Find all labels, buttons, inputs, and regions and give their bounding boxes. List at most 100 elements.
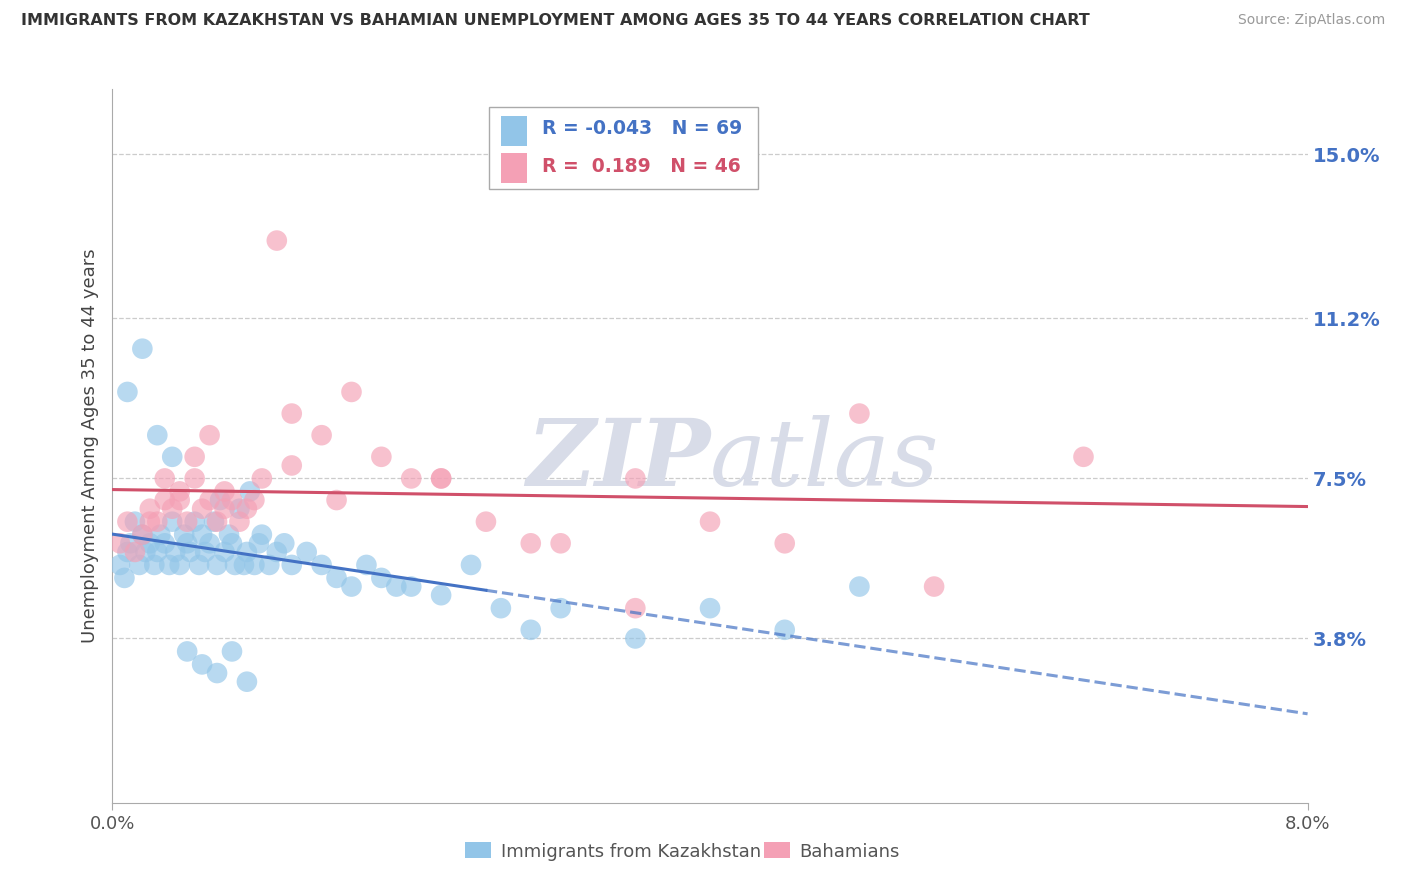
Text: Source: ZipAtlas.com: Source: ZipAtlas.com (1237, 13, 1385, 28)
Point (191, 657, 214, 672)
Point (520, 623, 543, 637)
Text: atlas: atlas (710, 416, 939, 505)
Point (520, 536, 543, 550)
Point (173, 527, 195, 541)
Point (131, 527, 153, 541)
Point (475, 515, 498, 529)
Point (176, 644, 198, 658)
Point (114, 571, 135, 585)
Point (124, 515, 146, 529)
Point (273, 536, 295, 550)
Point (117, 515, 139, 529)
Point (250, 471, 273, 485)
Point (224, 558, 246, 572)
Point (773, 623, 796, 637)
Point (165, 545, 187, 559)
Point (153, 493, 176, 508)
Point (250, 527, 273, 541)
Point (176, 515, 198, 529)
Point (266, 545, 288, 559)
Point (624, 601, 647, 615)
Point (356, 558, 378, 572)
Point (191, 527, 214, 541)
Point (385, 580, 408, 594)
Point (183, 515, 205, 529)
Point (214, 484, 236, 499)
Y-axis label: Unemployment Among Ages 35 to 44 years: Unemployment Among Ages 35 to 44 years (80, 249, 98, 643)
Point (228, 515, 250, 529)
FancyBboxPatch shape (501, 116, 527, 145)
Point (266, 234, 288, 248)
Point (430, 588, 453, 602)
Point (325, 571, 347, 585)
Point (143, 558, 166, 572)
Point (848, 580, 870, 594)
Point (281, 458, 304, 473)
Point (325, 493, 347, 508)
Point (153, 471, 176, 485)
Point (146, 428, 169, 442)
Point (218, 527, 240, 541)
Point (176, 536, 198, 550)
Point (139, 515, 162, 529)
Point (198, 493, 221, 508)
Text: IMMIGRANTS FROM KAZAKHSTAN VS BAHAMIAN UNEMPLOYMENT AMONG AGES 35 TO 44 YEARS CO: IMMIGRANTS FROM KAZAKHSTAN VS BAHAMIAN U… (21, 13, 1090, 29)
Point (108, 558, 131, 572)
Point (243, 558, 266, 572)
Point (401, 580, 423, 594)
Point (236, 545, 259, 559)
Point (430, 471, 453, 485)
Point (198, 428, 221, 442)
Point (311, 428, 333, 442)
Point (183, 450, 205, 464)
FancyBboxPatch shape (465, 842, 491, 858)
Point (117, 384, 139, 399)
Point (221, 536, 243, 550)
Point (550, 601, 572, 615)
Point (179, 545, 201, 559)
Point (194, 545, 217, 559)
Point (205, 558, 228, 572)
Point (153, 536, 176, 550)
Point (848, 407, 870, 421)
Point (162, 450, 183, 464)
Point (191, 501, 214, 516)
Point (236, 501, 259, 516)
Point (149, 527, 172, 541)
Point (209, 493, 232, 508)
Point (489, 601, 512, 615)
Point (169, 558, 191, 572)
Point (162, 515, 183, 529)
Point (146, 515, 169, 529)
FancyBboxPatch shape (501, 153, 527, 184)
Point (169, 493, 191, 508)
Point (198, 536, 221, 550)
Point (773, 536, 796, 550)
Point (281, 558, 304, 572)
Text: Bahamians: Bahamians (800, 843, 900, 861)
Point (157, 558, 180, 572)
Text: ZIP: ZIP (526, 416, 710, 505)
Point (340, 580, 363, 594)
Point (233, 558, 256, 572)
Point (401, 471, 423, 485)
Point (550, 536, 572, 550)
Text: R =  0.189   N = 46: R = 0.189 N = 46 (541, 157, 741, 176)
Point (162, 501, 183, 516)
Point (146, 545, 169, 559)
Point (243, 493, 266, 508)
Point (340, 384, 363, 399)
Point (108, 536, 131, 550)
Text: R = -0.043   N = 69: R = -0.043 N = 69 (541, 120, 742, 138)
Point (259, 558, 281, 572)
Point (922, 580, 945, 594)
Point (221, 493, 243, 508)
Point (205, 666, 228, 681)
Point (699, 515, 721, 529)
Point (139, 501, 162, 516)
Point (169, 484, 191, 499)
Point (120, 536, 142, 550)
Point (188, 558, 211, 572)
FancyBboxPatch shape (489, 107, 758, 189)
Point (139, 536, 162, 550)
